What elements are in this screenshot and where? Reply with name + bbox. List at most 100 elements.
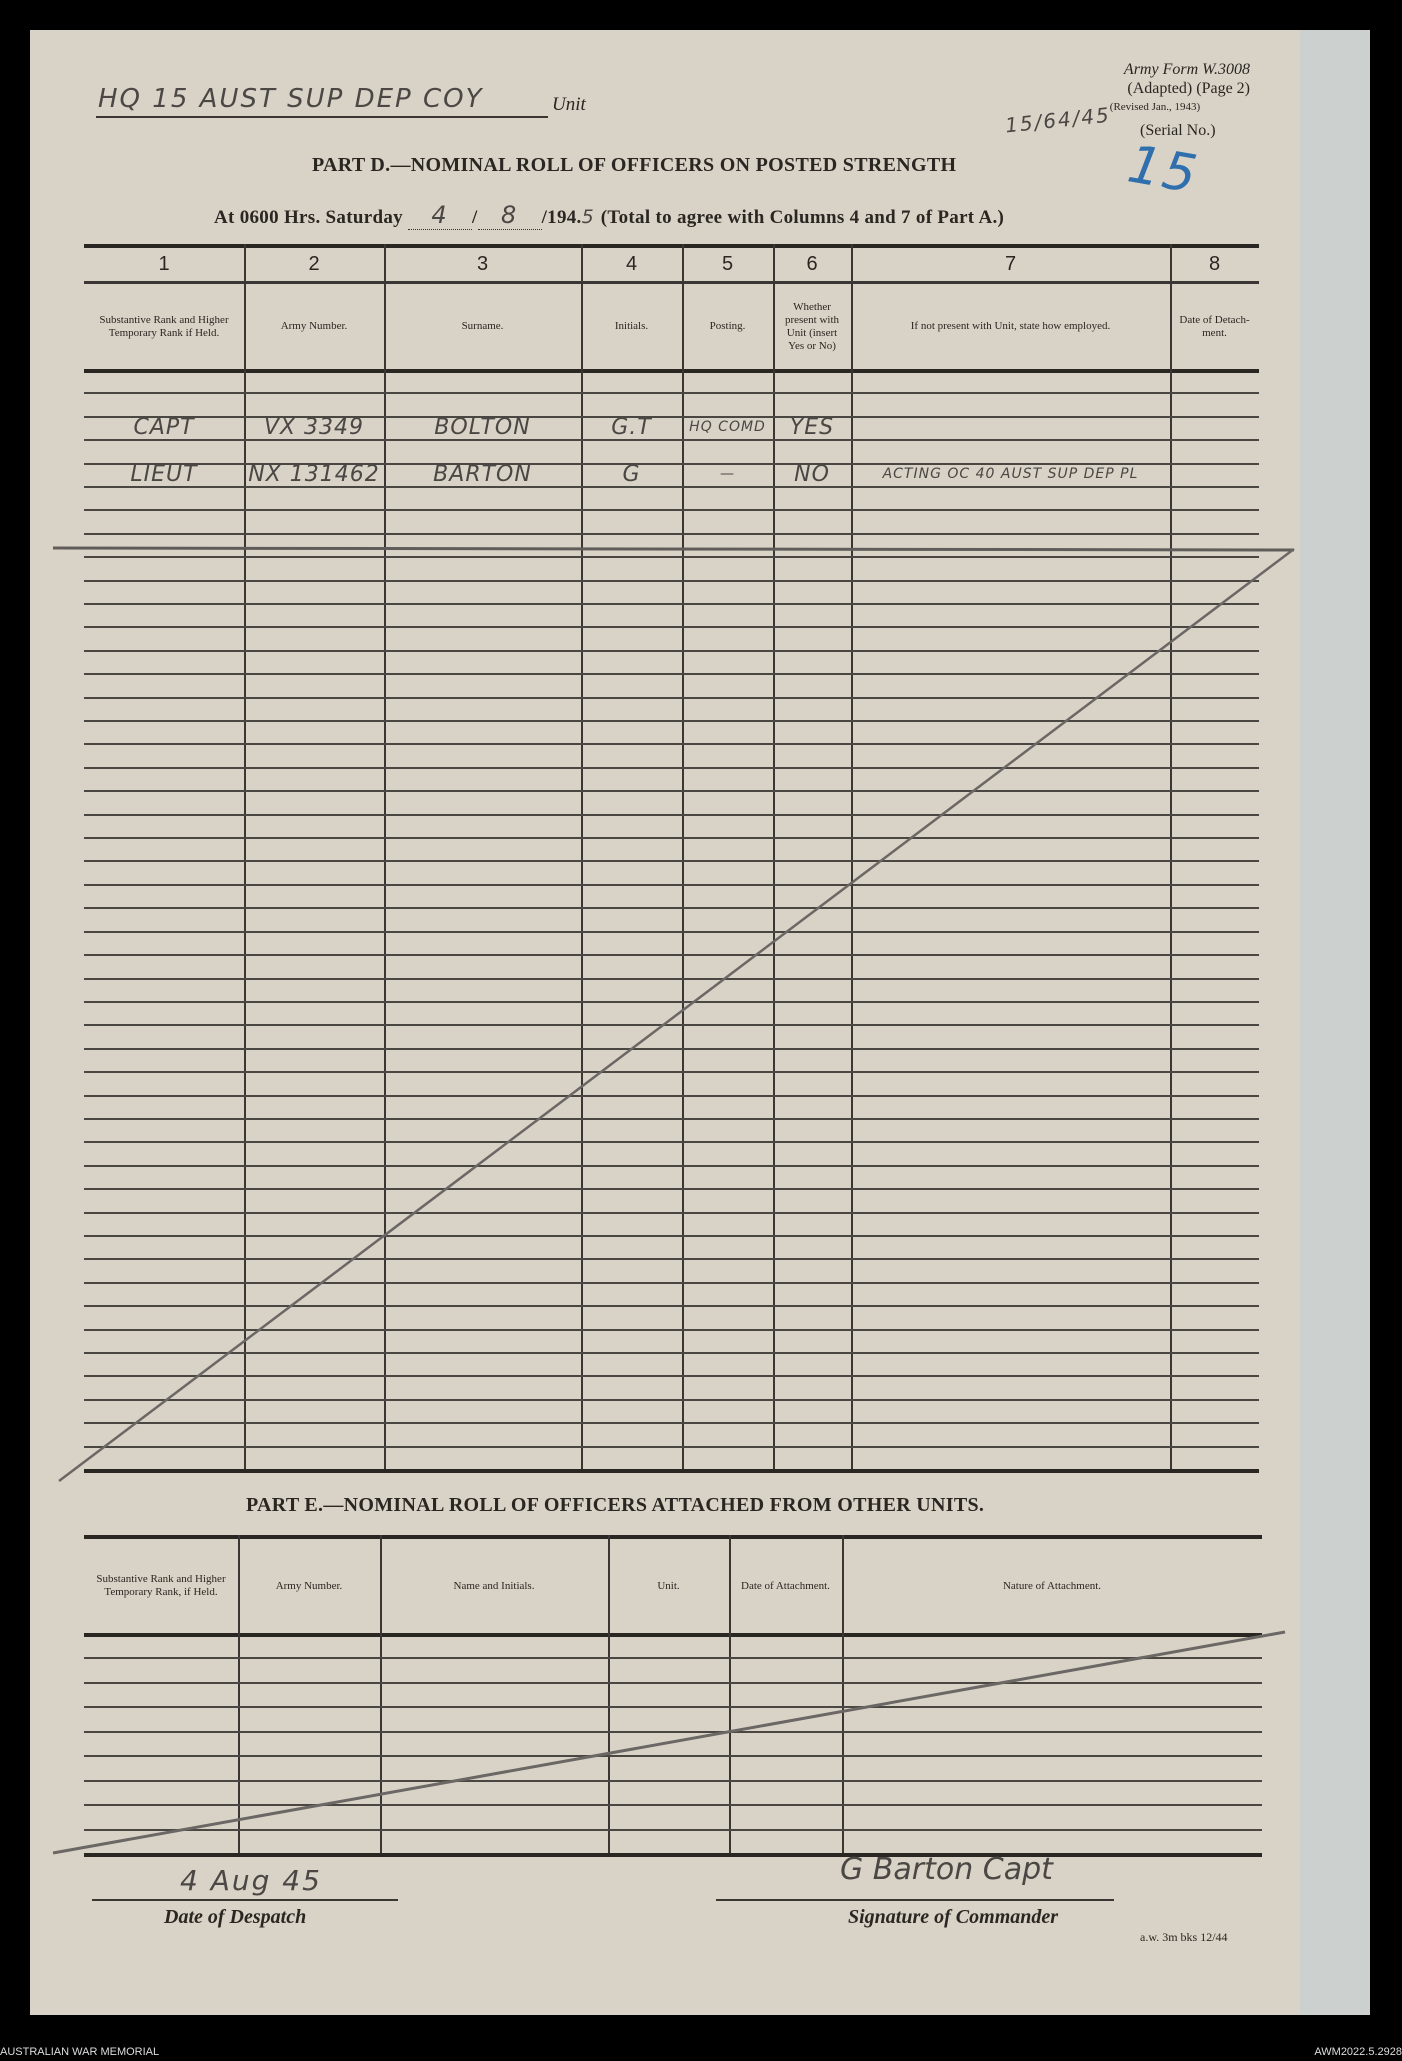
column-header: Unit. — [657, 1579, 680, 1592]
column-header: Whether present with Unit (insert Yes or… — [784, 300, 840, 352]
table-top-rule — [84, 244, 1259, 248]
paper-edge — [1300, 30, 1370, 2015]
row-rule — [84, 1282, 1259, 1284]
unit-underline — [96, 116, 548, 118]
row-rule — [84, 533, 1259, 535]
column-number: 4 — [625, 253, 638, 275]
table-cell: — — [720, 466, 735, 483]
print-code: a.w. 3m bks 12/44 — [1140, 1930, 1228, 1944]
row-rule — [84, 509, 1259, 511]
row-rule — [84, 1422, 1259, 1424]
table-cell: G — [622, 462, 641, 486]
row-rule — [84, 954, 1259, 956]
column-number: 5 — [721, 253, 734, 275]
row-rule — [84, 1352, 1259, 1354]
column-divider — [1170, 244, 1172, 1469]
row-rule — [84, 1071, 1259, 1073]
row-rule — [84, 1141, 1259, 1143]
serial-label: (Serial No.) — [1140, 122, 1216, 139]
table-cell: VX 3349 — [263, 415, 365, 440]
table-cell: LIEUT — [130, 462, 198, 486]
column-divider — [608, 1535, 610, 1853]
column-header: Army Number. — [275, 1579, 343, 1592]
row-rule — [84, 1399, 1259, 1401]
row-rule — [84, 1731, 1262, 1733]
row-rule — [84, 673, 1259, 675]
row-rule — [84, 1258, 1259, 1260]
part-e-title: PART E.—NOMINAL ROLL OF OFFICERS ATTACHE… — [246, 1494, 985, 1516]
part-d-title: PART D.—NOMINAL ROLL OF OFFICERS ON POST… — [312, 154, 957, 176]
row-rule — [84, 697, 1259, 699]
row-rule — [84, 743, 1259, 745]
strike-horizontal — [52, 546, 1295, 552]
row-rule — [84, 1235, 1259, 1237]
row-rule — [84, 1755, 1262, 1757]
row-rule — [84, 580, 1259, 582]
row-rule — [84, 1212, 1259, 1214]
row-rule — [84, 931, 1259, 933]
row-rule — [84, 790, 1259, 792]
row-rule — [84, 1780, 1262, 1782]
strike-diagonal-part-e — [52, 1630, 1286, 1855]
table-cell: BOLTON — [434, 415, 531, 440]
unit-label: Unit — [552, 94, 586, 115]
row-rule — [84, 392, 1259, 394]
footer-left: AUSTRALIAN WAR MEMORIAL — [0, 2046, 160, 2058]
number-row-rule — [84, 281, 1259, 284]
row-rule — [84, 1682, 1262, 1684]
row-rule — [84, 1048, 1259, 1050]
header-bottom-rule — [84, 1633, 1262, 1637]
table-cell: HQ COMD — [689, 419, 766, 436]
table-top-rule — [84, 1535, 1262, 1539]
column-header: If not present with Unit, state how empl… — [910, 320, 1111, 332]
row-rule — [84, 486, 1259, 488]
row-rule — [84, 1706, 1262, 1708]
table-bottom-rule — [84, 1853, 1262, 1857]
row-rule — [84, 1188, 1259, 1190]
column-header: Initials. — [614, 320, 649, 332]
date-month: 8 — [477, 201, 542, 230]
row-rule — [84, 1165, 1259, 1167]
table-cell: YES — [789, 415, 835, 440]
row-rule — [84, 1804, 1262, 1806]
row-rule — [84, 1095, 1259, 1097]
row-rule — [84, 1829, 1262, 1831]
signature-line — [716, 1899, 1114, 1901]
despatch-date: 4 Aug 45 — [180, 1864, 322, 1897]
column-header: Name and Initials. — [453, 1579, 535, 1592]
row-rule — [84, 439, 1259, 441]
row-rule — [84, 1305, 1259, 1307]
column-divider — [384, 244, 386, 1469]
row-rule — [84, 860, 1259, 862]
year-digit: 5 — [581, 206, 596, 228]
column-divider — [773, 244, 775, 1469]
at-prefix: At 0600 Hrs. Saturday — [214, 207, 403, 228]
column-header: Posting. — [709, 320, 746, 332]
row-rule — [84, 1329, 1259, 1331]
row-rule — [84, 1001, 1259, 1003]
column-header: Surname. — [461, 320, 504, 332]
row-rule — [84, 1657, 1262, 1659]
form-number: Army Form W.3008 — [1123, 61, 1250, 78]
form-adapted: (Adapted) (Page 2) — [1127, 80, 1250, 97]
column-header: Date of Attachment. — [741, 1579, 830, 1592]
column-header: Date of Detach-ment. — [1179, 313, 1250, 339]
column-divider — [581, 244, 583, 1469]
column-header: Nature of Attachment. — [1002, 1579, 1102, 1592]
column-divider — [729, 1535, 731, 1853]
column-number: 2 — [308, 253, 320, 275]
column-number: 8 — [1208, 253, 1221, 275]
row-rule — [84, 1446, 1259, 1448]
header-bottom-rule — [84, 369, 1259, 373]
table-cell: NO — [794, 462, 830, 486]
despatch-line — [92, 1899, 398, 1901]
row-rule — [84, 603, 1259, 605]
signature-label: Signature of Commander — [848, 1906, 1059, 1928]
date-day: 4 — [407, 201, 472, 230]
despatch-label: Date of Despatch — [164, 1906, 307, 1928]
column-divider — [682, 244, 684, 1469]
form-revised: (Revised Jan., 1943) — [1109, 101, 1201, 113]
strike-diagonal-part-d — [58, 548, 1295, 1482]
column-divider — [842, 1535, 844, 1853]
